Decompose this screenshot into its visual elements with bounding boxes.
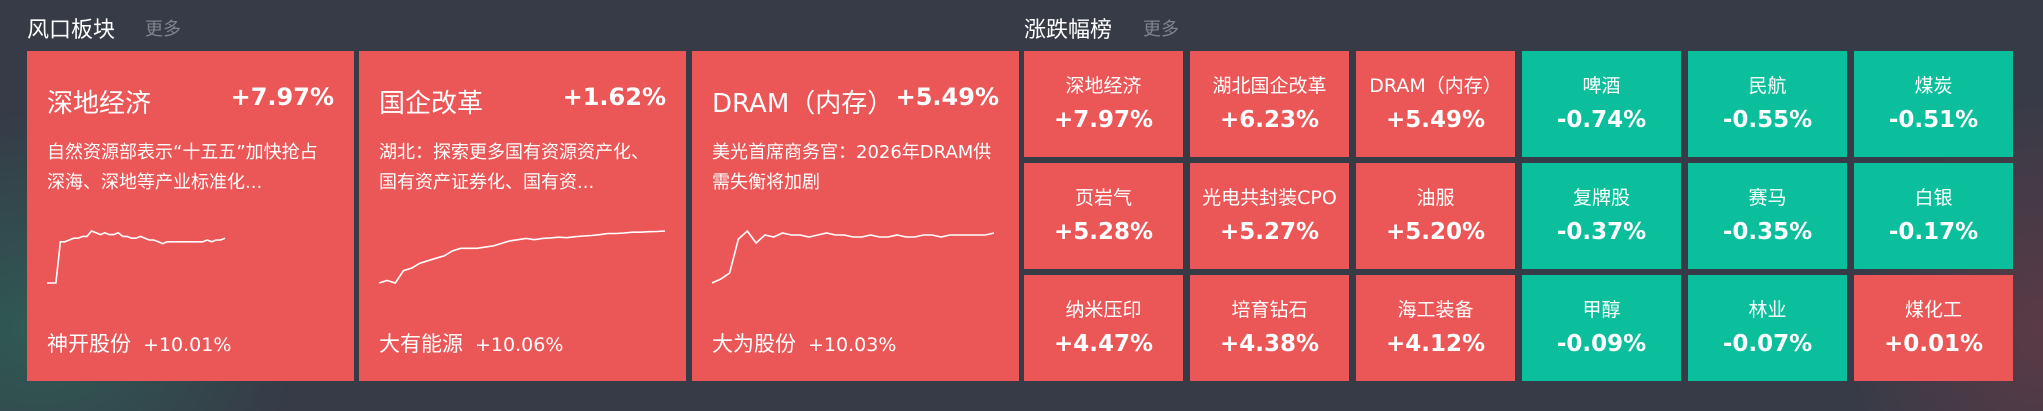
sector-name: 国企改革 (379, 89, 484, 119)
ranking-sector-change: -0.09% (1556, 331, 1647, 357)
ranking-cell[interactable]: 培育钻石 +4.38% (1190, 275, 1349, 381)
ranking-sector-name: 页岩气 (1074, 187, 1132, 209)
hot-sector-card[interactable]: DRAM（内存） +5.49% 美光首席商务官：2026年DRAM供需失衡将加剧… (692, 51, 1019, 381)
ranking-sector-name: 煤化工 (1904, 299, 1962, 321)
sparkline-line (378, 230, 666, 284)
hot-sector-card[interactable]: 国企改革 +1.62% 湖北：探索更多国有资源资产化、国有资产证券化、国有资..… (359, 51, 686, 381)
ranking-sector-change: +5.20% (1385, 219, 1486, 245)
sector-sparkline (47, 230, 226, 284)
ranking-title: 涨跌幅榜 (1024, 18, 1113, 43)
ranking-sector-change: -0.07% (1722, 331, 1813, 357)
ranking-sector-change: +0.01% (1883, 331, 1984, 357)
ranking-cell[interactable]: 白银 -0.17% (1854, 163, 2013, 269)
ranking-cell[interactable]: 煤化工 +0.01% (1854, 275, 2013, 381)
stock-name: 神开股份 (47, 332, 131, 356)
ranking-cell[interactable]: 纳米压印 +4.47% (1024, 275, 1183, 381)
sector-news[interactable]: 自然资源部表示“十五五”加快抢占深海、深地等产业标准化... (47, 142, 318, 193)
ranking-cell[interactable]: 啤酒 -0.74% (1522, 51, 1681, 157)
ranking-sector-name: 甲醇 (1582, 299, 1621, 321)
ranking-sector-change: -0.35% (1722, 219, 1813, 245)
ranking-sector-name: 深地经济 (1065, 75, 1142, 97)
ranking-sector-change: -0.74% (1556, 107, 1647, 133)
ranking-sector-name: 海工装备 (1397, 299, 1474, 321)
sparkline-line (711, 229, 995, 284)
ranking-cell[interactable]: 甲醇 -0.09% (1522, 275, 1681, 381)
ranking-cell[interactable]: 复牌股 -0.37% (1522, 163, 1681, 269)
sector-change: +1.62% (562, 83, 666, 111)
hot-sector-card[interactable]: 深地经济 +7.97% 自然资源部表示“十五五”加快抢占深海、深地等产业标准化.… (27, 51, 354, 381)
sparkline-line (47, 230, 226, 284)
stock-name: 大有能源 (379, 332, 463, 356)
ranking-sector-change: +7.97% (1053, 107, 1154, 133)
ranking-sector-name: 油服 (1416, 187, 1455, 209)
ranking-cell[interactable]: 煤炭 -0.51% (1854, 51, 2013, 157)
ranking-more-link[interactable]: 更多 (1143, 19, 1179, 40)
stock-change: +10.03% (808, 334, 897, 356)
ranking-cell[interactable]: 湖北国企改革 +6.23% (1190, 51, 1349, 157)
ranking-sector-name: 白银 (1914, 187, 1953, 209)
ranking-cell[interactable]: DRAM（内存） +5.49% (1356, 51, 1515, 157)
ranking-sector-change: +5.28% (1053, 219, 1154, 245)
leading-stock[interactable]: 大为股份 +10.03% (712, 328, 896, 358)
ranking-sector-name: 煤炭 (1914, 75, 1953, 97)
ranking-sector-name: 湖北国企改革 (1212, 75, 1327, 97)
ranking-cell[interactable]: 林业 -0.07% (1688, 275, 1847, 381)
ranking-sector-change: +6.23% (1219, 107, 1320, 133)
ranking-sector-name: 培育钻石 (1231, 299, 1308, 321)
sector-sparkline (378, 230, 666, 284)
ranking-cell[interactable]: 民航 -0.55% (1688, 51, 1847, 157)
stock-name: 大为股份 (712, 332, 796, 356)
ranking-sector-change: +4.47% (1053, 331, 1154, 357)
ranking-cell[interactable]: 海工装备 +4.12% (1356, 275, 1515, 381)
leading-stock[interactable]: 神开股份 +10.01% (47, 328, 231, 358)
ranking-cell[interactable]: 页岩气 +5.28% (1024, 163, 1183, 269)
stock-change: +10.06% (475, 334, 564, 356)
sector-sparkline (711, 229, 995, 284)
ranking-sector-change: +4.38% (1219, 331, 1320, 357)
ranking-sector-change: -0.17% (1888, 219, 1979, 245)
ranking-sector-name: 啤酒 (1582, 75, 1621, 97)
ranking-cell[interactable]: 光电共封装CPO +5.27% (1190, 163, 1349, 269)
hot-sectors-title: 风口板块 (27, 18, 116, 43)
ranking-sector-change: -0.51% (1888, 107, 1979, 133)
ranking-sector-change: +4.12% (1385, 331, 1486, 357)
ranking-sector-name: 民航 (1748, 75, 1787, 97)
sector-name: 深地经济 (47, 89, 152, 119)
sector-name: DRAM（内存） (712, 89, 894, 119)
ranking-sector-change: +5.27% (1219, 219, 1320, 245)
ranking-sector-name: 林业 (1748, 299, 1787, 321)
ranking-sector-change: -0.37% (1556, 219, 1647, 245)
ranking-sector-name: 光电共封装CPO (1202, 187, 1337, 209)
ranking-sector-change: +5.49% (1385, 107, 1486, 133)
stock-change: +10.01% (143, 334, 232, 356)
ranking-sector-change: -0.55% (1722, 107, 1813, 133)
sector-news[interactable]: 湖北：探索更多国有资源资产化、国有资产证券化、国有资... (379, 142, 649, 193)
leading-stock[interactable]: 大有能源 +10.06% (379, 328, 563, 358)
sector-change: +5.49% (895, 83, 999, 111)
ranking-sector-name: 复牌股 (1572, 187, 1630, 209)
ranking-sector-name: 赛马 (1748, 187, 1787, 209)
ranking-sector-name: 纳米压印 (1065, 299, 1142, 321)
hot-sectors-more-link[interactable]: 更多 (145, 19, 181, 40)
ranking-cell[interactable]: 油服 +5.20% (1356, 163, 1515, 269)
sector-news[interactable]: 美光首席商务官：2026年DRAM供需失衡将加剧 (712, 142, 992, 193)
ranking-sector-name: DRAM（内存） (1369, 75, 1502, 97)
sector-change: +7.97% (230, 83, 334, 111)
ranking-cell[interactable]: 深地经济 +7.97% (1024, 51, 1183, 157)
ranking-cell[interactable]: 赛马 -0.35% (1688, 163, 1847, 269)
